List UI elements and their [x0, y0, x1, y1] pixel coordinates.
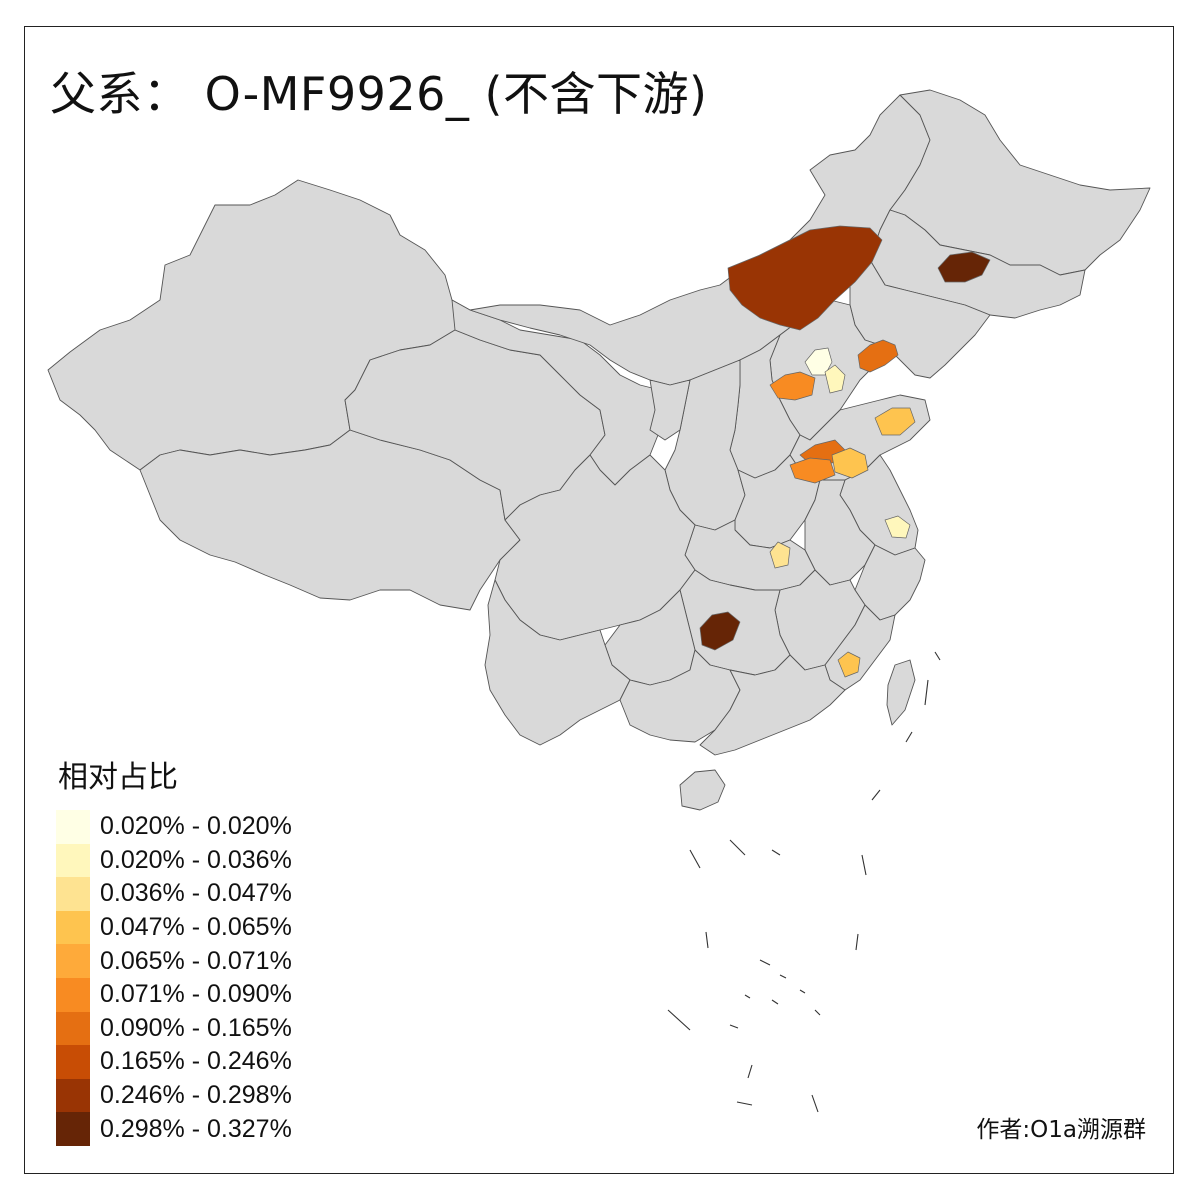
region-inner-mongolia-central: [727, 225, 883, 331]
legend: 相对占比 0.020% - 0.020% 0.020% - 0.036% 0.0…: [56, 752, 292, 1146]
region-liaoning-west: [857, 339, 899, 373]
author-credit: 作者:O1a溯源群: [976, 1117, 1146, 1143]
province-layer: [47, 89, 1151, 811]
legend-item: 0.020% - 0.020%: [56, 810, 292, 844]
island-marker-10: [747, 1064, 753, 1079]
legend-label: 0.071% - 0.090%: [100, 980, 292, 1009]
region-beijing-area: [824, 364, 846, 394]
region-jilin-dark: [937, 251, 991, 283]
legend-item: 0.298% - 0.327%: [56, 1112, 292, 1146]
island-marker-3: [771, 849, 781, 856]
legend-title: 相对占比: [58, 760, 178, 795]
island-marker-13: [924, 679, 929, 706]
region-shandong-southwest: [831, 447, 869, 479]
island-marker-14: [934, 651, 941, 661]
legend-label: 0.065% - 0.071%: [100, 946, 292, 975]
region-shanxi-north: [769, 371, 816, 401]
legend-swatch: [56, 1078, 90, 1113]
legend-label: 0.246% - 0.298%: [100, 1081, 292, 1110]
legend-swatch: [56, 1011, 90, 1046]
legend-swatch: [56, 1112, 90, 1146]
province-anhui: [804, 479, 876, 586]
south-sea-islands: [667, 651, 941, 1113]
island-marker-9: [667, 1009, 691, 1031]
island-marker-5: [871, 789, 881, 801]
island-marker-2: [729, 839, 746, 856]
legend-label: 0.298% - 0.327%: [100, 1114, 292, 1143]
island-marker-1: [689, 849, 701, 869]
legend-item: 0.047% - 0.065%: [56, 910, 292, 945]
province-hainan: [679, 769, 726, 811]
region-hunan-west: [699, 611, 741, 651]
legend-label: 0.036% - 0.047%: [100, 879, 292, 908]
highlight-layer: [699, 225, 991, 678]
province-ningxia: [649, 379, 691, 441]
region-henan-north-2: [789, 457, 836, 484]
legend-item: 0.071% - 0.090%: [56, 977, 292, 1012]
region-hebei-north: [804, 347, 833, 376]
island-marker-4: [861, 854, 867, 876]
province-guangdong: [699, 654, 846, 756]
legend-swatch: [56, 977, 90, 1012]
island-cluster-1: [729, 959, 821, 1029]
legend-swatch: [56, 910, 90, 945]
island-marker-6: [905, 731, 913, 743]
legend-item: 0.165% - 0.246%: [56, 1045, 292, 1079]
region-hubei-north: [769, 541, 791, 569]
legend-item: 0.020% - 0.036%: [56, 843, 292, 878]
legend-item: 0.065% - 0.071%: [56, 944, 292, 978]
island-marker-11: [736, 1101, 753, 1106]
island-marker-8: [855, 933, 859, 951]
region-shandong-east: [874, 407, 916, 436]
island-marker-7: [705, 931, 709, 949]
province-yunnan: [484, 579, 631, 746]
legend-label: 0.165% - 0.246%: [100, 1047, 292, 1076]
region-fujian-south: [837, 651, 861, 678]
region-jiangsu-east: [884, 515, 911, 539]
legend-swatch: [56, 1045, 90, 1079]
legend-swatch: [56, 877, 90, 911]
legend-swatch: [56, 944, 90, 978]
legend-label: 0.020% - 0.020%: [100, 812, 292, 841]
legend-item: 0.246% - 0.298%: [56, 1078, 292, 1113]
legend-item: 0.090% - 0.165%: [56, 1011, 292, 1046]
legend-swatch: [56, 843, 90, 878]
province-taiwan: [886, 659, 916, 726]
legend-label: 0.020% - 0.036%: [100, 845, 292, 874]
legend-label: 0.047% - 0.065%: [100, 913, 292, 942]
map-title: 父系： O-MF9926_ (不含下游): [50, 67, 708, 121]
legend-swatch: [56, 810, 90, 844]
legend-label: 0.090% - 0.165%: [100, 1013, 292, 1042]
island-marker-12: [811, 1094, 819, 1113]
legend-item: 0.036% - 0.047%: [56, 877, 292, 911]
